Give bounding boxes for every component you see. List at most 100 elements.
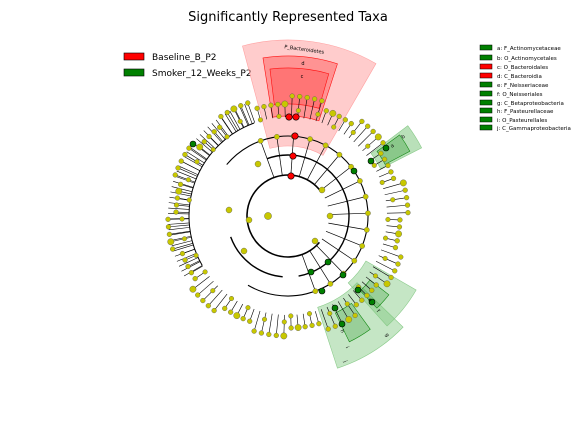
branch (328, 222, 367, 231)
branch (375, 260, 395, 272)
branch (268, 313, 273, 335)
internal-node (257, 138, 264, 144)
leaf-node (179, 250, 186, 257)
branch (320, 166, 352, 192)
leaf-node (395, 230, 402, 238)
leaf-node (192, 276, 198, 282)
branch (177, 167, 198, 177)
leaf-node (172, 172, 178, 178)
branch (260, 140, 275, 178)
branch (197, 280, 214, 296)
key-label-c: c: O_Bacteroidales (497, 65, 548, 71)
branch (169, 231, 191, 236)
internal-node (365, 143, 371, 149)
leaf-node (304, 94, 310, 101)
leaf-node (302, 324, 308, 330)
branch (183, 265, 203, 277)
internal-node (390, 197, 396, 203)
shade-gamma-neisseria (317, 282, 404, 369)
leaf-node (404, 202, 411, 208)
branch (178, 257, 199, 267)
leaf-node (196, 143, 204, 151)
smoker-node (339, 271, 347, 279)
branch (366, 142, 384, 156)
leaf-node (165, 224, 172, 230)
leaf-node (325, 326, 331, 332)
branch (358, 131, 374, 147)
internal-node (315, 111, 321, 117)
key-swatch-f (479, 90, 493, 97)
leaf-node (388, 274, 394, 281)
leaf-node (342, 117, 348, 123)
leaf-node (311, 96, 318, 102)
baseline-node (289, 152, 297, 160)
internal-node (365, 210, 371, 217)
leaf-node (251, 328, 257, 334)
leaf-node (205, 303, 211, 309)
internal-node (254, 160, 262, 168)
key-label-b: b: O_Actinomycetales (497, 56, 557, 62)
internal-node (385, 216, 391, 222)
leaf-node (247, 318, 253, 324)
branch (181, 160, 201, 172)
leaf-node (211, 307, 217, 314)
leaf-node (166, 231, 173, 237)
branch (227, 112, 239, 131)
branch (170, 236, 192, 243)
branch (184, 154, 204, 166)
leaf-node (332, 323, 338, 329)
leaf-node (240, 316, 246, 322)
leaf-node (201, 139, 207, 145)
internal-node (224, 134, 230, 140)
leaf-node (345, 316, 353, 323)
leaf-node (348, 120, 354, 127)
branch (168, 224, 190, 228)
branch (297, 96, 301, 118)
ring-level-2b (230, 236, 283, 278)
baseline-node (285, 113, 293, 121)
branch (168, 218, 190, 220)
leaf-node (195, 292, 201, 298)
branch (372, 266, 392, 278)
branch (170, 235, 192, 241)
internal-node (311, 237, 319, 245)
branch (168, 218, 190, 220)
branch (189, 146, 208, 160)
internal-node (318, 186, 326, 194)
internal-node (281, 319, 287, 325)
leaf-node (359, 118, 365, 125)
clade-label-c: c (301, 74, 304, 80)
smoker-node (307, 268, 315, 276)
leaf-node (323, 108, 329, 114)
internal-node (331, 124, 337, 130)
leaf-node (390, 175, 397, 182)
leaf-node (336, 113, 342, 119)
leaf-node (175, 165, 181, 171)
branch (325, 231, 363, 247)
branch (276, 136, 283, 176)
leaf-node (174, 195, 181, 201)
leaf-node (167, 238, 175, 246)
internal-node (351, 257, 358, 264)
branch (211, 123, 226, 140)
leaf-node (217, 124, 223, 130)
internal-node (362, 193, 369, 200)
smoker-node (368, 298, 376, 306)
smoker-node (331, 304, 339, 312)
key-label-i: i: O_Pasteurellales (497, 118, 547, 124)
leaf-node (288, 325, 294, 331)
internal-node (210, 147, 216, 153)
branch (168, 202, 190, 206)
branch (168, 207, 190, 210)
smoker-node (367, 157, 375, 165)
leaf-node (374, 133, 382, 141)
branch (172, 242, 193, 250)
tree-branches-layer (168, 96, 408, 336)
leaf-node (238, 103, 244, 109)
clade-labels-layer: P_Bacteroidetes d c b a j i h g f e (284, 44, 407, 363)
leaf-node (319, 98, 325, 104)
leaf-node (294, 324, 302, 331)
leaf-node (206, 133, 212, 140)
tree-nodes-layer (165, 93, 411, 340)
leaf-node (388, 169, 394, 175)
